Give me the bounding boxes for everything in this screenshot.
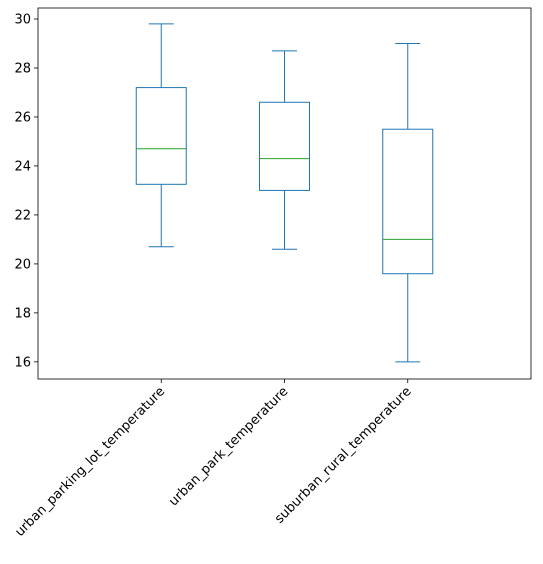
box-group-2	[259, 50, 310, 250]
x-tick-label: urban_park_temperature	[166, 384, 291, 509]
iqr-box	[135, 87, 187, 185]
box-group-3	[382, 43, 434, 363]
y-tick-label: 24	[14, 159, 31, 174]
plot-marks	[135, 23, 434, 363]
y-tick-label: 16	[14, 355, 31, 370]
y-tick-label: 18	[14, 306, 31, 321]
iqr-box	[259, 101, 310, 191]
x-axis: urban_parking_lot_temperatureurban_park_…	[12, 379, 415, 540]
y-tick-label: 20	[14, 257, 31, 272]
y-tick-label: 22	[14, 208, 31, 223]
iqr-box	[382, 128, 434, 275]
x-tick-label: suburban_rural_temperature	[272, 384, 415, 527]
y-tick-label: 26	[14, 110, 31, 125]
y-axis: 16 18 20 22 24 26 28 30	[14, 13, 38, 370]
y-tick-label: 30	[14, 13, 31, 28]
box-group-1	[135, 23, 187, 248]
y-tick-label: 28	[14, 61, 31, 76]
x-tick-label: urban_parking_lot_temperature	[12, 384, 168, 540]
